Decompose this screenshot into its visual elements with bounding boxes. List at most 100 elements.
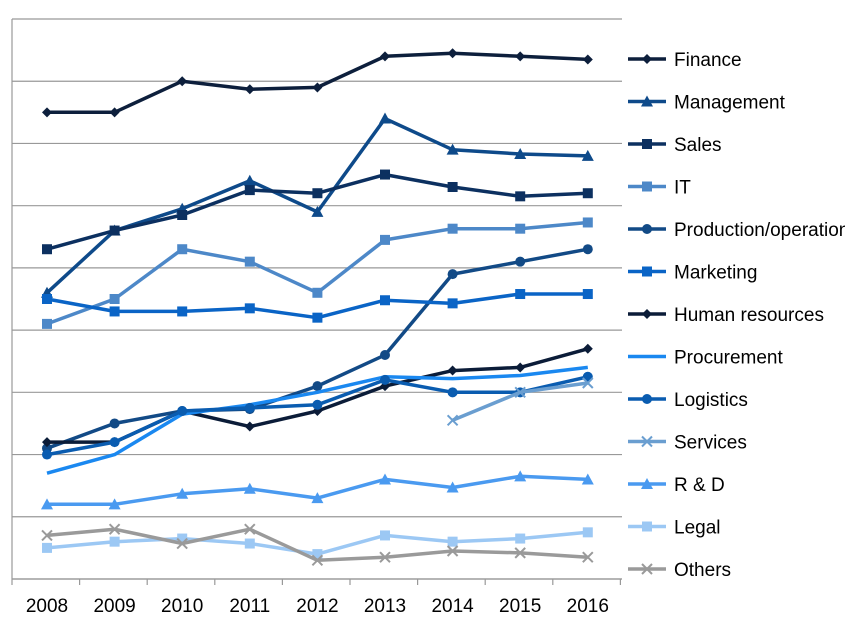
data-point	[42, 542, 52, 553]
data-point	[582, 188, 593, 199]
x-tick-label: 2014	[431, 596, 474, 617]
data-point	[42, 449, 52, 460]
data-point	[312, 381, 323, 392]
series-procurement	[46, 365, 589, 475]
legend-item: Logistics	[628, 390, 748, 411]
data-point	[312, 188, 323, 199]
series-services	[446, 377, 594, 427]
x-tick-labels: 2008 2009 2010 2011 2012 2013 2014 2015 2016	[26, 596, 609, 617]
data-point	[514, 148, 527, 160]
data-point	[380, 169, 390, 180]
data-point	[641, 478, 653, 489]
data-point	[447, 223, 458, 234]
x-tick-label: 2011	[229, 596, 270, 617]
data-point	[109, 294, 120, 304]
data-point	[641, 435, 653, 448]
data-point	[641, 563, 653, 575]
series-line	[47, 347, 589, 444]
data-point	[514, 386, 526, 399]
data-point	[42, 244, 52, 255]
data-point	[177, 210, 188, 220]
data-point	[447, 387, 458, 398]
data-point	[515, 289, 526, 300]
data-point	[244, 256, 255, 267]
legend-label: R & D	[674, 475, 725, 496]
legend-label: Management	[674, 93, 786, 114]
data-point	[642, 521, 652, 532]
data-point	[380, 350, 390, 360]
x-tick-label: 2016	[567, 596, 609, 617]
data-point	[641, 95, 653, 107]
data-point	[244, 402, 255, 413]
data-point	[312, 399, 323, 410]
data-point	[244, 538, 255, 549]
legend-label: Legal	[674, 518, 721, 539]
data-point	[582, 54, 593, 65]
series-legal	[42, 527, 593, 560]
x-tick-label: 2012	[296, 596, 338, 617]
data-point	[515, 533, 526, 544]
data-point	[42, 318, 52, 329]
axes	[11, 19, 622, 585]
data-point	[582, 244, 593, 255]
data-point	[642, 54, 652, 64]
data-point	[582, 551, 594, 563]
data-point	[380, 374, 390, 385]
series-line	[46, 220, 588, 326]
legend-item: IT	[628, 178, 691, 199]
data-point	[514, 547, 526, 559]
series-production-operations	[42, 244, 593, 454]
data-point	[379, 112, 391, 124]
data-point	[177, 406, 188, 416]
data-point	[177, 306, 188, 317]
legend-item: Procurement	[628, 348, 783, 369]
data-point	[447, 298, 458, 309]
data-point	[447, 536, 458, 547]
data-point	[380, 530, 390, 541]
data-point	[582, 527, 593, 538]
data-point	[380, 295, 390, 306]
data-point	[243, 174, 256, 186]
series-sales	[42, 169, 593, 255]
data-point	[109, 418, 120, 429]
data-point	[642, 139, 652, 149]
legend-item: Finance	[628, 50, 742, 71]
data-point	[177, 76, 188, 87]
x-tick-label: 2013	[364, 596, 406, 617]
data-point	[642, 309, 652, 319]
data-point	[312, 312, 323, 323]
data-point	[642, 224, 652, 234]
x-tick-label: 2008	[26, 596, 68, 617]
data-point	[446, 481, 459, 493]
data-point	[380, 234, 390, 245]
data-point	[42, 437, 52, 448]
series-line	[46, 365, 589, 475]
data-point	[515, 51, 526, 62]
data-point	[41, 498, 53, 510]
data-point	[42, 294, 52, 304]
data-point	[311, 492, 324, 504]
legend-label: Human resources	[674, 305, 824, 326]
x-tick-label: 2010	[161, 596, 203, 617]
data-point	[447, 269, 458, 280]
legend-label: IT	[674, 178, 691, 199]
data-point	[312, 287, 323, 298]
data-point	[244, 303, 255, 314]
data-point	[581, 149, 594, 161]
data-point	[446, 414, 459, 427]
legend-label: Services	[674, 433, 747, 454]
data-point	[582, 217, 593, 228]
series-others	[41, 523, 594, 567]
series-it	[42, 217, 593, 329]
series-r-d	[41, 470, 594, 510]
data-point	[109, 107, 120, 118]
data-point	[244, 84, 255, 95]
data-point	[379, 473, 391, 485]
data-point	[42, 107, 52, 118]
data-point	[447, 182, 458, 192]
data-point	[581, 473, 594, 485]
legend-label: Finance	[674, 50, 742, 71]
legend-item: Human resources	[628, 305, 824, 326]
legend-item: Production/operations	[628, 220, 845, 241]
